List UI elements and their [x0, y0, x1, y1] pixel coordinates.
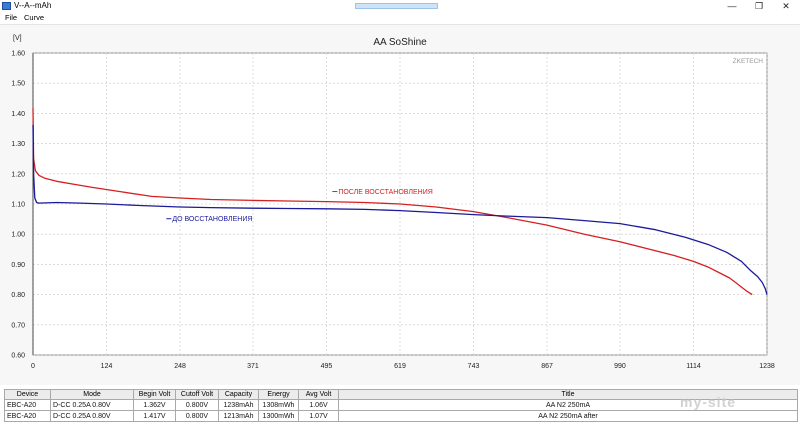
series-annotation-label: ПОСЛЕ ВОССТАНОВЛЕНИЯ: [338, 189, 432, 196]
menu-file[interactable]: File: [5, 13, 18, 22]
y-tick-label: 1.10: [11, 202, 25, 209]
menu-curve[interactable]: Curve: [24, 13, 45, 22]
title-bar: V--A--mAh — ❐ ✕: [0, 0, 800, 12]
y-tick-label: 1.60: [11, 51, 25, 58]
header-energy: Energy: [258, 389, 299, 400]
y-tick-label: 0.90: [11, 262, 25, 269]
header-device: Device: [4, 389, 51, 400]
close-button[interactable]: ✕: [782, 1, 790, 11]
series-annotation-label: ДО ВОССТАНОВЛЕНИЯ: [172, 216, 252, 223]
x-tick-label: 371: [247, 363, 259, 370]
cell-energy: 1308mWh: [258, 399, 299, 411]
header-mode: Mode: [50, 389, 134, 400]
y-tick-label: 0.60: [11, 353, 25, 360]
cell-begin-volt: 1.417V: [133, 410, 176, 422]
x-tick-label: 1238: [759, 363, 775, 370]
cell-capacity: 1213mAh: [218, 410, 259, 422]
voltage-capacity-chart: 0.60 0.70 0.80 0.90 1.00 1.10 1.20 1.30 1.40 1.50…: [11, 35, 775, 370]
x-tick-label: 1114: [686, 363, 701, 370]
x-tick-label: 867: [541, 363, 553, 370]
table-header-row: Device Mode Begin Volt Cutoff Volt Capac…: [4, 389, 798, 400]
title-highlight: [355, 3, 438, 9]
results-table: Device Mode Begin Volt Cutoff Volt Capac…: [4, 389, 798, 422]
y-axis-label: [V]: [13, 35, 22, 42]
cell-cutoff-volt: 0.800V: [175, 399, 219, 411]
chart-title: AA SoShine: [373, 37, 427, 48]
table-row[interactable]: EBC-A20 D-CC 0.25A 0.80V 1.362V 0.800V 1…: [4, 399, 798, 411]
x-tick-label: 619: [394, 363, 406, 370]
cell-device: EBC-A20: [4, 399, 51, 411]
series-line-before: [32, 124, 768, 295]
table-row[interactable]: EBC-A20 D-CC 0.25A 0.80V 1.417V 0.800V 1…: [4, 410, 798, 422]
series-line-after: [32, 108, 753, 296]
y-tick-label: 1.00: [11, 232, 25, 239]
watermark-logo: my-site: [680, 394, 737, 410]
window-title: V--A--mAh: [14, 1, 52, 10]
cell-cutoff-volt: 0.800V: [175, 410, 219, 422]
header-cutoff-volt: Cutoff Volt: [175, 389, 219, 400]
x-tick-label: 124: [101, 363, 113, 370]
chart-area: 0.60 0.70 0.80 0.90 1.00 1.10 1.20 1.30 1.40 1.50…: [0, 25, 800, 385]
cell-capacity: 1238mAh: [218, 399, 259, 411]
cell-avg-volt: 1.07V: [298, 410, 339, 422]
cell-title: AA N2 250mA after: [338, 410, 798, 422]
header-capacity: Capacity: [218, 389, 259, 400]
y-tick-label: 1.30: [11, 141, 25, 148]
y-tick-label: 1.50: [11, 81, 25, 88]
minimize-button[interactable]: —: [727, 1, 737, 11]
chart-watermark: ZKETECH: [733, 58, 764, 65]
header-begin-volt: Begin Volt: [133, 389, 176, 400]
cell-energy: 1300mWh: [258, 410, 299, 422]
y-tick-label: 1.20: [11, 171, 25, 178]
header-avg-volt: Avg Volt: [298, 389, 339, 400]
cell-avg-volt: 1.06V: [298, 399, 339, 411]
menu-bar: File Curve: [0, 12, 800, 25]
restore-button[interactable]: ❐: [754, 1, 764, 11]
y-tick-label: 0.80: [11, 292, 25, 299]
app-icon: [2, 2, 11, 10]
y-tick-label: 0.70: [11, 322, 25, 329]
x-tick-label: 248: [174, 363, 186, 370]
x-tick-label: 743: [468, 363, 480, 370]
cell-mode: D-CC 0.25A 0.80V: [50, 399, 134, 411]
cell-begin-volt: 1.362V: [133, 399, 176, 411]
x-tick-label: 495: [321, 363, 333, 370]
cell-mode: D-CC 0.25A 0.80V: [50, 410, 134, 422]
x-tick-label: 990: [614, 363, 626, 370]
x-tick-label: 0: [31, 363, 35, 370]
y-tick-label: 1.40: [11, 111, 25, 118]
cell-device: EBC-A20: [4, 410, 51, 422]
